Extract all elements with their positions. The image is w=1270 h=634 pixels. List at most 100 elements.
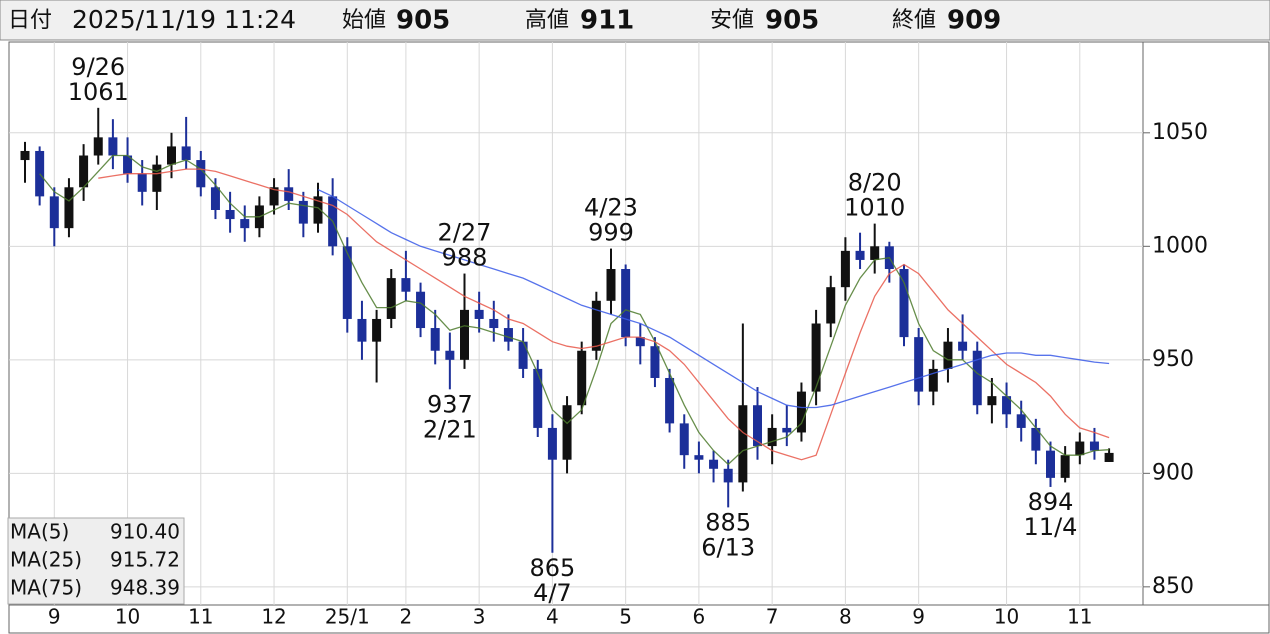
x-tick-label: 9 (48, 605, 61, 629)
ma-line (39, 154, 1110, 466)
candle-body (460, 309, 469, 360)
candle-body (123, 155, 133, 174)
candle-body (1075, 441, 1085, 456)
header-label: 終値 (892, 8, 936, 33)
candle-body (635, 337, 645, 347)
annotation-date: 4/23 (584, 194, 638, 222)
candle-body (167, 146, 176, 165)
annotation-value: 988 (442, 244, 488, 272)
annotation-date: 2/21 (423, 415, 477, 443)
candle-body (562, 405, 572, 460)
datetime: 2025/11/19 11:24 (72, 5, 296, 34)
header-value: 909 (947, 6, 1001, 36)
candle-body (20, 150, 30, 161)
x-tick-label: 11 (188, 605, 213, 629)
candle-body (401, 278, 411, 292)
x-tick-label: 10 (994, 605, 1019, 629)
y-tick-label: 1050 (1152, 120, 1208, 145)
candle-body (225, 209, 235, 220)
candle-body (1031, 427, 1041, 451)
x-tick-label: 11 (1067, 605, 1092, 629)
annotation-value: 937 (427, 390, 473, 418)
candle-body (840, 250, 850, 288)
annotation-value: 1010 (844, 194, 905, 222)
legend-name: MA(75) (10, 576, 82, 600)
candle-body (796, 391, 806, 433)
candle-body (723, 468, 733, 483)
annotation-date: 2/27 (438, 219, 492, 247)
candle-body (416, 291, 426, 329)
candle-body (298, 200, 308, 224)
legend-name: MA(5) (10, 520, 69, 544)
candle-body (93, 137, 103, 156)
header-value: 911 (580, 6, 634, 36)
candle-body (694, 455, 704, 460)
candle-body (108, 137, 118, 156)
candle-body (753, 405, 762, 447)
candle-body (489, 318, 499, 329)
x-tick-label: 2 (400, 605, 413, 629)
candle-body (782, 427, 792, 433)
legend-value: 910.40 (110, 520, 180, 544)
candle-body (342, 246, 352, 319)
annotation-date: 6/13 (701, 533, 755, 561)
candle-body (650, 346, 660, 378)
x-tick-label: 9 (912, 605, 925, 629)
header-bar (0, 0, 1270, 41)
candle-body (474, 309, 484, 319)
axis-area (1142, 41, 1270, 606)
x-axis-area (8, 604, 1270, 634)
candle-body (79, 155, 89, 188)
candle-body (547, 427, 557, 460)
candle-body (445, 350, 455, 360)
candle-body (870, 246, 880, 260)
legend-box (7, 517, 185, 605)
ma-line (98, 168, 1110, 461)
plot-area (8, 41, 1144, 606)
candle-body (1089, 441, 1099, 451)
candle-body (518, 341, 528, 369)
header-label: 始値 (342, 8, 386, 33)
y-tick-label: 900 (1152, 460, 1194, 485)
annotation-value: 885 (705, 508, 751, 536)
candle-body (767, 427, 777, 447)
candle-body (914, 337, 924, 392)
header-label: 高値 (525, 8, 569, 33)
candle-body (987, 396, 997, 406)
legend-name: MA(25) (10, 548, 82, 572)
candle-body (430, 328, 440, 351)
x-tick-label: 4 (546, 605, 559, 629)
candle-body (313, 196, 323, 224)
x-tick-label: 10 (115, 605, 140, 629)
candle-body (503, 328, 513, 342)
candle-body (533, 368, 543, 428)
candle-body (811, 323, 821, 392)
candle-body (210, 187, 220, 210)
candle-body (621, 269, 631, 338)
candle-body (1002, 396, 1012, 415)
candle-body (1046, 450, 1055, 478)
legend-value: 948.39 (110, 576, 180, 600)
legend-value: 915.72 (110, 548, 180, 572)
candle-body (606, 269, 616, 301)
candle-body (49, 196, 59, 229)
annotation-value: 894 (1028, 488, 1074, 516)
candle-body (64, 187, 74, 229)
candle-body (591, 300, 601, 351)
annotation-date: 9/26 (71, 53, 125, 81)
annotation-date: 8/20 (848, 169, 902, 197)
annotation-date: 11/4 (1024, 513, 1078, 541)
header-label: 安値 (710, 8, 754, 33)
candle-body (1016, 414, 1026, 428)
candle-body (269, 187, 279, 206)
candle-body (709, 459, 719, 469)
y-tick-label: 1000 (1152, 233, 1208, 258)
x-tick-label: 25/1 (325, 605, 370, 629)
candle-body (181, 146, 191, 161)
candle-body (137, 173, 147, 192)
candle-body (943, 341, 953, 369)
candle-body (958, 341, 968, 351)
y-tick-label: 850 (1152, 574, 1194, 599)
candle-body (152, 164, 162, 192)
